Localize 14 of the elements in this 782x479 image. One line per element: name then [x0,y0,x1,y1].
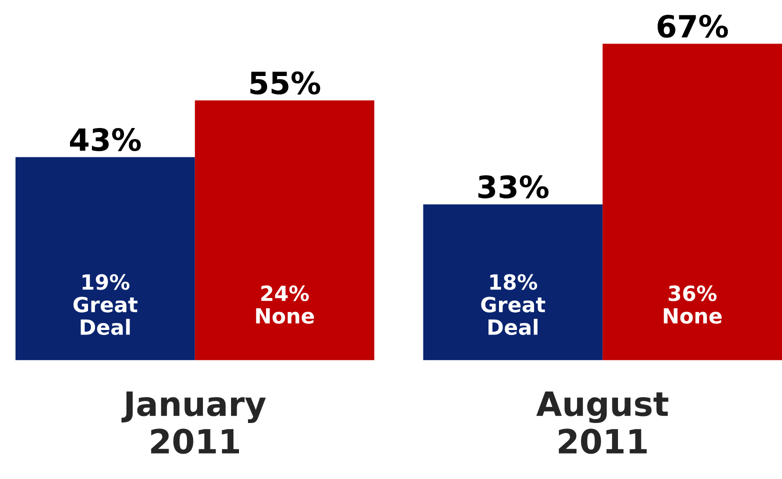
bar [602,44,782,360]
x-tick-label: January 2011 [122,392,266,454]
x-tick-label: August 2011 [536,392,668,454]
annotation: 24% None [256,285,314,324]
bar [16,157,195,360]
annotation: 18% Great Deal [481,274,546,335]
annotation: 19% Great Deal [73,274,138,335]
bar [423,204,603,360]
bar [194,100,374,360]
data-label: 43% [70,128,141,152]
data-label: 33% [478,175,549,198]
data-label: 55% [250,71,320,94]
annotation: 36% None [664,285,722,324]
data-label: 67% [658,14,728,38]
